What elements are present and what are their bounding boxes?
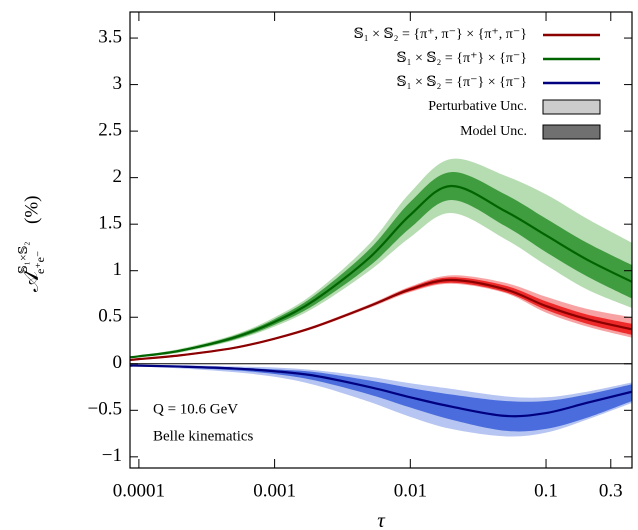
annotation: Q = 10.6 GeV: [153, 401, 238, 417]
plot-area: [130, 158, 632, 437]
uncertainty-band: [130, 172, 632, 358]
y-tick-label: 1.5: [98, 213, 122, 234]
x-axis-label: τ: [377, 508, 386, 530]
y-label-base: 𝒜: [18, 269, 43, 292]
y-tick-label: 1: [113, 259, 123, 280]
plot-frame: [129, 11, 633, 469]
annotation: Belle kinematics: [153, 428, 254, 444]
y-tick-label: 3: [113, 73, 123, 94]
x-tick-label: 0.3: [599, 480, 623, 501]
y-tick-label: 0.5: [98, 306, 122, 327]
uncertainty-band: [130, 277, 632, 361]
legend-label: 𝕊₁ × 𝕊₂ = {π⁺, π⁻} × {π⁺, π⁻}: [354, 27, 527, 42]
x-tick-label: 0.001: [253, 480, 296, 501]
series-line: [130, 364, 632, 418]
y-tick-label: 0: [113, 352, 123, 373]
y-axis-label: 𝒜 𝕊₁×𝕊₂ e⁺e⁻ (%): [16, 196, 47, 292]
x-tick-label: 0.01: [394, 480, 427, 501]
legend-label: 𝕊₁ × 𝕊₂ = {π⁺} × {π⁻}: [397, 51, 527, 66]
y-label-unit: (%): [21, 196, 42, 224]
x-tick-label: 0.0001: [113, 480, 165, 501]
y-label-sup: 𝕊₁×𝕊₂: [16, 242, 30, 274]
uncertainty-band: [130, 275, 632, 361]
legend-label: 𝕊₁ × 𝕊₂ = {π⁻} × {π⁻}: [397, 75, 527, 90]
series-line: [130, 184, 632, 359]
legend-swatch: [542, 124, 601, 140]
y-tick-label: 3.5: [98, 26, 122, 47]
y-tick-label: −1: [102, 445, 122, 466]
y-tick-label: 2.5: [98, 119, 122, 140]
y-label-sub: e⁺e⁻: [33, 251, 47, 274]
series-line: [130, 278, 632, 362]
legend-swatch: [542, 99, 601, 115]
x-tick-label: 0.1: [534, 480, 558, 501]
legend-label: Model Unc.: [460, 124, 527, 139]
y-tick-label: 2: [113, 166, 123, 187]
legend-label: Perturbative Unc.: [428, 99, 527, 114]
y-tick-label: −0.5: [88, 399, 122, 420]
